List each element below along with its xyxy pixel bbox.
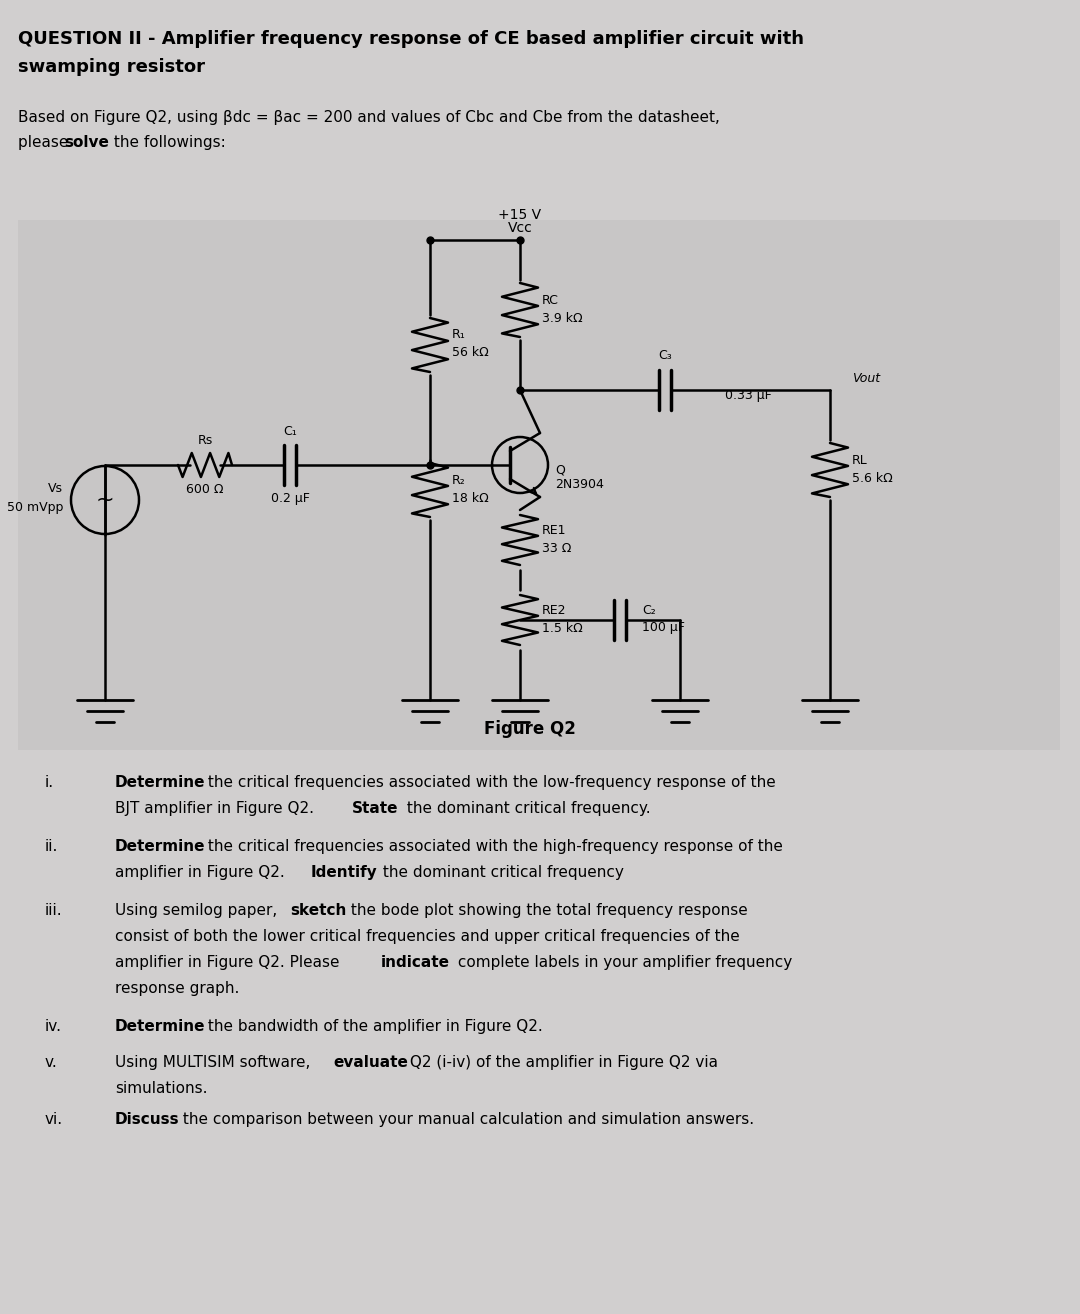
Text: the followings:: the followings:	[109, 135, 226, 150]
Text: Identify: Identify	[311, 865, 378, 880]
Text: RL: RL	[852, 453, 867, 466]
Text: QUESTION II - Amplifier frequency response of CE based amplifier circuit with: QUESTION II - Amplifier frequency respon…	[18, 30, 804, 49]
Text: 0.33 μF: 0.33 μF	[725, 389, 772, 402]
Text: 56 kΩ: 56 kΩ	[453, 347, 489, 360]
Text: Q2 (i-iv) of the amplifier in Figure Q2 via: Q2 (i-iv) of the amplifier in Figure Q2 …	[405, 1055, 718, 1070]
Text: RE1: RE1	[542, 523, 567, 536]
Text: amplifier in Figure Q2.: amplifier in Figure Q2.	[114, 865, 289, 880]
Text: Using semilog paper,: Using semilog paper,	[114, 903, 282, 918]
Text: the critical frequencies associated with the low-frequency response of the: the critical frequencies associated with…	[203, 775, 775, 790]
Text: solve: solve	[64, 135, 109, 150]
Text: C₃: C₃	[658, 350, 672, 361]
Text: 18 kΩ: 18 kΩ	[453, 491, 489, 505]
Text: Vs: Vs	[48, 481, 63, 494]
Text: 33 Ω: 33 Ω	[542, 541, 571, 555]
Text: iv.: iv.	[45, 1018, 62, 1034]
Text: simulations.: simulations.	[114, 1081, 207, 1096]
Text: Determine: Determine	[114, 840, 205, 854]
Text: i.: i.	[45, 775, 54, 790]
Text: 0.2 μF: 0.2 μF	[271, 491, 310, 505]
Text: 1.5 kΩ: 1.5 kΩ	[542, 622, 583, 635]
Text: ~: ~	[96, 490, 114, 510]
Text: amplifier in Figure Q2. Please: amplifier in Figure Q2. Please	[114, 955, 345, 970]
Text: the critical frequencies associated with the high-frequency response of the: the critical frequencies associated with…	[203, 840, 783, 854]
FancyBboxPatch shape	[18, 219, 1059, 750]
Text: Discuss: Discuss	[114, 1112, 179, 1127]
Text: 3.9 kΩ: 3.9 kΩ	[542, 311, 582, 325]
Text: Vcc: Vcc	[508, 221, 532, 235]
Text: 600 Ω: 600 Ω	[186, 484, 224, 495]
Text: 2N3904: 2N3904	[555, 478, 604, 491]
Text: Determine: Determine	[114, 1018, 205, 1034]
Text: response graph.: response graph.	[114, 982, 240, 996]
Text: 50 mVpp: 50 mVpp	[6, 502, 63, 515]
Text: swamping resistor: swamping resistor	[18, 58, 205, 76]
Text: consist of both the lower critical frequencies and upper critical frequencies of: consist of both the lower critical frequ…	[114, 929, 740, 943]
Text: the bode plot showing the total frequency response: the bode plot showing the total frequenc…	[346, 903, 747, 918]
Text: iii.: iii.	[45, 903, 63, 918]
Text: C₂: C₂	[642, 603, 656, 616]
Text: indicate: indicate	[381, 955, 450, 970]
Text: complete labels in your amplifier frequency: complete labels in your amplifier freque…	[453, 955, 793, 970]
Text: Based on Figure Q2, using βdc = βac = 200 and values of Cbc and Cbe from the dat: Based on Figure Q2, using βdc = βac = 20…	[18, 110, 720, 125]
Text: sketch: sketch	[291, 903, 347, 918]
Text: v.: v.	[45, 1055, 57, 1070]
Text: evaluate: evaluate	[333, 1055, 408, 1070]
Text: the comparison between your manual calculation and simulation answers.: the comparison between your manual calcu…	[178, 1112, 754, 1127]
Text: Rs: Rs	[198, 434, 213, 447]
Text: BJT amplifier in Figure Q2.: BJT amplifier in Figure Q2.	[114, 802, 319, 816]
Text: Vout: Vout	[852, 372, 880, 385]
Text: Q: Q	[555, 464, 565, 477]
Text: the dominant critical frequency.: the dominant critical frequency.	[402, 802, 650, 816]
Text: Using MULTISIM software,: Using MULTISIM software,	[114, 1055, 315, 1070]
Text: RC: RC	[542, 293, 558, 306]
Text: RE2: RE2	[542, 603, 567, 616]
Text: State: State	[352, 802, 399, 816]
Text: R₂: R₂	[453, 473, 465, 486]
Text: R₁: R₁	[453, 328, 465, 342]
Text: the dominant critical frequency: the dominant critical frequency	[378, 865, 624, 880]
Text: the bandwidth of the amplifier in Figure Q2.: the bandwidth of the amplifier in Figure…	[203, 1018, 543, 1034]
Text: 5.6 kΩ: 5.6 kΩ	[852, 472, 893, 485]
Text: 100 μF: 100 μF	[642, 622, 685, 635]
Text: please: please	[18, 135, 73, 150]
Text: ii.: ii.	[45, 840, 58, 854]
Text: +15 V: +15 V	[499, 208, 541, 222]
Text: Determine: Determine	[114, 775, 205, 790]
Text: Figure Q2: Figure Q2	[484, 720, 576, 738]
Text: C₁: C₁	[283, 424, 297, 438]
Text: vi.: vi.	[45, 1112, 63, 1127]
